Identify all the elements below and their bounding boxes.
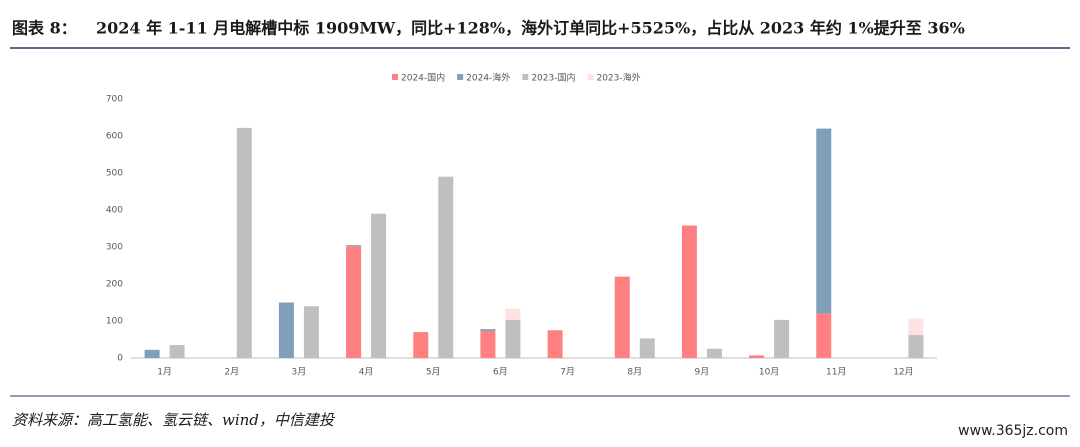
legend-swatch [587,74,594,80]
bar-segment [774,319,790,358]
y-tick-label: 600 [106,132,123,142]
x-tick-label: 8月 [627,367,642,378]
bar-segment [505,319,521,358]
x-tick-label: 11月 [826,367,846,378]
x-tick-label: 1月 [157,367,172,378]
bar-segment [236,127,252,358]
x-tick-label: 3月 [292,367,307,378]
bar-segment [346,246,362,358]
bar-segment [346,245,362,247]
x-tick-label: 9月 [695,367,710,378]
bar-segment [303,306,319,358]
bar-segment [438,176,454,358]
x-tick-label: 6月 [493,367,508,378]
figure-label: 图表 8： [12,19,77,38]
x-tick-label: 4月 [359,367,374,378]
bar-segment [706,348,722,358]
legend-label: 2024-国内 [401,72,445,84]
legend-swatch [457,74,464,80]
legend-label: 2023-海外 [596,72,640,84]
x-tick-label: 12月 [893,367,913,378]
bar-segment [413,332,429,358]
bar-segment [278,302,294,358]
source-note: 资料来源：高工氢能、氢云链、wind，中信建投 [12,411,336,429]
legend-label: 2023-国内 [531,72,575,84]
x-tick-label: 5月 [426,367,441,378]
bar-segment [480,330,496,358]
bar-segment [371,213,387,358]
bar-segment [681,225,697,358]
bar-segment [547,330,563,358]
figure-title: 2024 年 1-11 月电解槽中标 1909MW，同比+128%，海外订单同比… [96,19,965,38]
y-tick-label: 0 [117,354,123,364]
watermark: www.365jz.com [958,423,1068,439]
bar-segment [169,345,185,358]
bar-segment [749,355,765,358]
bar-segment [639,338,655,358]
bar-segment [908,318,924,336]
legend-label: 2024-海外 [466,72,510,84]
y-tick-label: 500 [106,169,123,179]
y-tick-label: 100 [106,317,123,327]
y-tick-label: 700 [106,95,123,105]
y-tick-label: 300 [106,243,123,253]
y-tick-label: 200 [106,280,123,290]
x-tick-label: 7月 [560,367,575,378]
x-tick-label: 2月 [224,367,239,378]
y-tick-label: 400 [106,206,123,216]
bar-segment [908,335,924,358]
x-tick-label: 10月 [759,367,779,378]
legend-swatch [392,74,398,80]
bar-segment [816,128,832,314]
legend-swatch [522,74,529,80]
bar-segment [505,308,521,320]
bar-segment [816,313,832,358]
bar-segment [614,276,630,358]
bar-segment [144,349,160,358]
bar-segment [480,329,496,331]
